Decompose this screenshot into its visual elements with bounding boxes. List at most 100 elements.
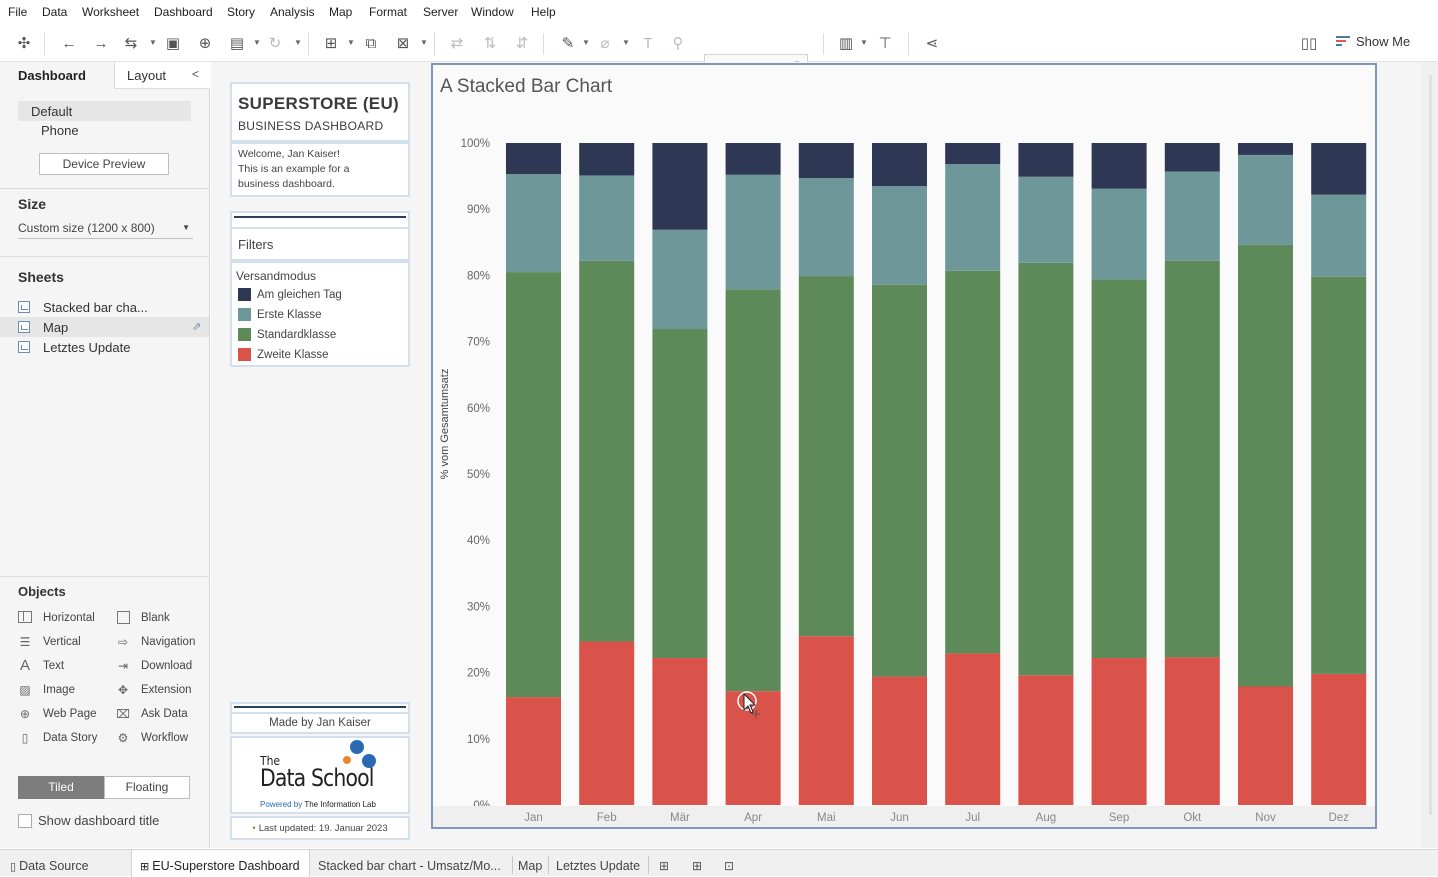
chevron-down-icon[interactable]: ▼ <box>149 38 157 47</box>
bar-segment[interactable] <box>652 229 708 330</box>
tab-stacked-bar-chart[interactable]: Stacked bar chart - Umsatz/Mo... <box>318 850 504 877</box>
object-extension[interactable]: ✥ Extension <box>116 683 192 697</box>
bar-segment[interactable] <box>1238 143 1293 155</box>
bar-segment[interactable] <box>506 143 561 175</box>
logo-tile[interactable]: The Data School Powered by The Informati… <box>230 736 410 814</box>
menu-format[interactable]: Format <box>369 5 408 19</box>
size-select[interactable]: Custom size (1200 x 800) ▼ <box>18 221 193 239</box>
tab-dashboard[interactable]: Dashboard <box>0 62 114 89</box>
refresh-icon[interactable]: ↻ <box>268 35 282 52</box>
device-phone[interactable]: Phone <box>41 123 79 138</box>
tiled-button[interactable]: Tiled <box>18 776 104 799</box>
bar-segment[interactable] <box>1238 154 1293 245</box>
tab-eu-superstore-dashboard[interactable]: ⊞ EU-Superstore Dashboard <box>131 850 310 877</box>
bar-segment[interactable] <box>1091 143 1147 189</box>
chevron-down-icon[interactable]: ▼ <box>420 38 428 47</box>
sheet-item-letztes-update[interactable]: Letztes Update <box>0 337 209 357</box>
bar-segment[interactable] <box>1018 262 1074 676</box>
share-icon[interactable]: ⋖ <box>925 35 939 52</box>
bar-segment[interactable] <box>1164 260 1220 658</box>
bar-segment[interactable] <box>1311 194 1367 277</box>
filters-tile[interactable]: Filters <box>230 227 410 261</box>
object-workflow[interactable]: ⚙ Workflow <box>116 731 188 745</box>
menu-map[interactable]: Map <box>329 5 353 19</box>
bar-segment[interactable] <box>725 174 781 290</box>
bar-segment[interactable] <box>872 284 927 677</box>
new-story-icon[interactable]: ⊡ <box>724 859 735 873</box>
bar-segment[interactable] <box>1091 279 1147 659</box>
sort-ascending-icon[interactable]: ⇅ <box>483 35 497 52</box>
dashboard-title-tile[interactable]: SUPERSTORE (EU) BUSINESS DASHBOARD <box>230 82 410 142</box>
legend-item[interactable]: Zweite Klasse <box>238 348 329 361</box>
chevron-down-icon[interactable]: ▼ <box>253 38 261 47</box>
menu-analysis[interactable]: Analysis <box>270 5 315 19</box>
vertical-scrollbar[interactable] <box>1429 75 1432 815</box>
group-icon[interactable]: ⌀ <box>600 35 610 52</box>
bar-segment[interactable] <box>506 697 561 805</box>
object-navigation[interactable]: ⇨ Navigation <box>116 635 195 649</box>
go-to-sheet-icon[interactable]: ⇗ <box>192 321 202 333</box>
sheet-item-stacked-bar[interactable]: Stacked bar cha... <box>0 297 209 317</box>
legend-item[interactable]: Am gleichen Tag <box>238 288 342 301</box>
new-worksheet-icon[interactable]: ⊞ <box>324 35 338 52</box>
bar-segment[interactable] <box>1311 673 1367 805</box>
show-labels-icon[interactable]: T <box>643 34 653 52</box>
bar-segment[interactable] <box>1091 188 1147 280</box>
bar-segment[interactable] <box>945 270 1001 654</box>
swap-rows-columns-icon[interactable]: ⇄ <box>450 35 464 52</box>
bar-segment[interactable] <box>1238 244 1293 687</box>
object-data-story[interactable]: ▯ Data Story <box>18 731 98 745</box>
bar-segment[interactable] <box>798 178 854 277</box>
show-me-button[interactable]: Show Me <box>1336 34 1410 49</box>
bar-segment[interactable] <box>725 289 781 692</box>
object-vertical[interactable]: ☰ Vertical <box>18 635 81 649</box>
chevron-down-icon[interactable]: ▼ <box>582 38 590 47</box>
legend-item[interactable]: Erste Klasse <box>238 308 322 321</box>
object-image[interactable]: ▨ Image <box>18 683 75 697</box>
highlight-icon[interactable]: ✎ <box>561 35 575 52</box>
welcome-tile[interactable]: Welcome, Jan Kaiser! This is an example … <box>230 142 410 197</box>
chevron-down-icon[interactable]: ▼ <box>294 38 302 47</box>
stacked-bar-chart-zone[interactable]: A Stacked Bar Chart 0%10%20%30%40%50%60%… <box>431 63 1377 829</box>
clear-sheet-icon[interactable]: ⊠ <box>396 35 410 52</box>
bar-segment[interactable] <box>652 329 708 659</box>
presentation-mode-icon[interactable]: ⊤ <box>878 35 892 52</box>
new-worksheet-icon[interactable]: ⊞ <box>659 859 670 873</box>
duplicate-icon[interactable]: ⧉ <box>365 34 377 52</box>
show-dashboard-title-checkbox[interactable]: Show dashboard title <box>18 813 159 828</box>
object-web-page[interactable]: ⊕ Web Page <box>18 707 97 721</box>
bar-segment[interactable] <box>579 641 635 805</box>
sort-descending-icon[interactable]: ⇵ <box>515 35 529 52</box>
menu-worksheet[interactable]: Worksheet <box>82 5 140 19</box>
bar-segment[interactable] <box>798 276 854 637</box>
divider-tile[interactable] <box>230 702 410 712</box>
bar-segment[interactable] <box>1164 657 1220 805</box>
made-by-tile[interactable]: Made by Jan Kaiser <box>230 712 410 734</box>
bar-segment[interactable] <box>1164 143 1220 172</box>
bar-segment[interactable] <box>1091 658 1147 805</box>
show-cards-icon[interactable]: ▥ <box>838 35 854 52</box>
bar-segment[interactable] <box>725 143 781 175</box>
bar-segment[interactable] <box>872 143 927 187</box>
bar-segment[interactable] <box>1238 686 1293 805</box>
legend-tile[interactable]: Versandmodus Am gleichen Tag Erste Klass… <box>230 261 410 367</box>
bar-segment[interactable] <box>1311 276 1367 674</box>
bar-segment[interactable] <box>945 653 1001 805</box>
bar-segment[interactable] <box>1018 675 1074 805</box>
chevron-down-icon[interactable]: ▼ <box>860 38 868 47</box>
stacked-bar-chart[interactable]: 0%10%20%30%40%50%60%70%80%90%100%% vom G… <box>433 65 1375 827</box>
pin-icon[interactable]: ⚲ <box>672 35 684 52</box>
replay-icon[interactable]: ⇆ <box>124 35 138 52</box>
tab-letztes-update[interactable]: Letztes Update <box>556 850 640 877</box>
menu-dashboard[interactable]: Dashboard <box>154 5 213 19</box>
redo-icon[interactable]: → <box>93 34 109 52</box>
chevron-down-icon[interactable]: ▼ <box>622 38 630 47</box>
tableau-logo-icon[interactable]: ✣ <box>17 35 31 52</box>
object-text[interactable]: A Text <box>18 658 64 673</box>
last-updated-tile[interactable]: Last updated: 19. Januar 2023 <box>230 816 410 840</box>
bar-segment[interactable] <box>945 164 1001 271</box>
menu-file[interactable]: File <box>8 5 28 19</box>
bar-segment[interactable] <box>1164 171 1220 261</box>
bar-segment[interactable] <box>652 143 708 230</box>
menu-window[interactable]: Window <box>471 5 514 19</box>
